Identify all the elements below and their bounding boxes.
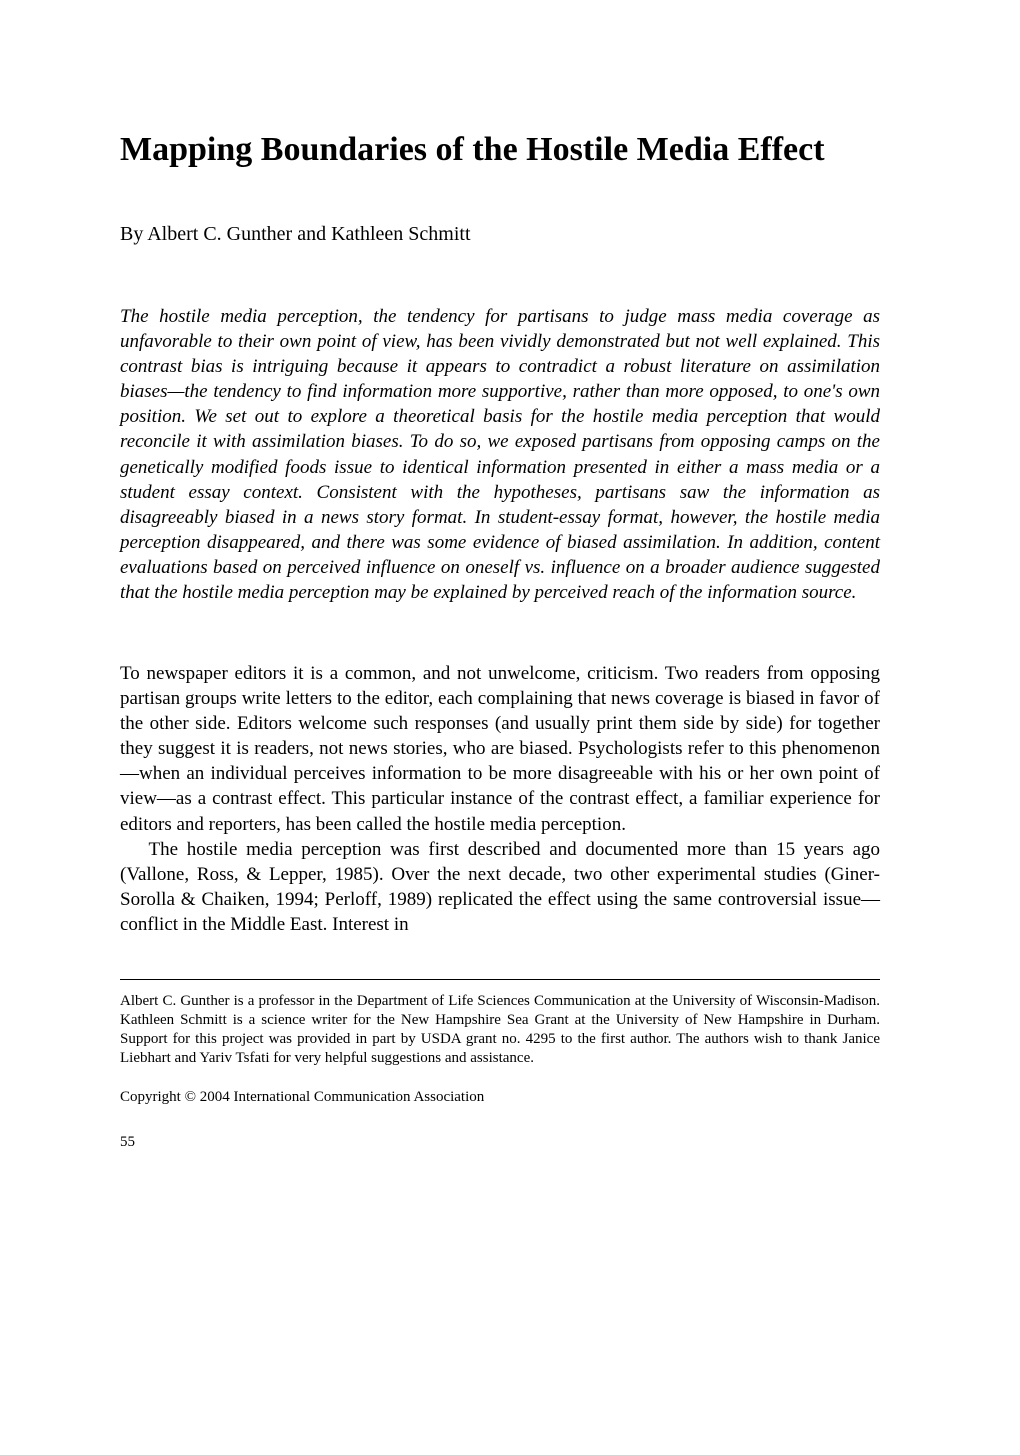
footnote-rule <box>120 979 880 980</box>
body-paragraph-1: To newspaper editors it is a common, and… <box>120 661 880 837</box>
body-paragraph-2: The hostile media perception was first d… <box>120 837 880 937</box>
page-number: 55 <box>120 1134 880 1151</box>
copyright-line: Copyright © 2004 International Communica… <box>120 1089 880 1106</box>
abstract: The hostile media perception, the tenden… <box>120 304 880 605</box>
author-footnote: Albert C. Gunther is a professor in the … <box>120 992 880 1069</box>
article-title: Mapping Boundaries of the Hostile Media … <box>120 130 880 169</box>
byline: By Albert C. Gunther and Kathleen Schmit… <box>120 223 880 246</box>
paper-page: Mapping Boundaries of the Hostile Media … <box>0 0 1020 1455</box>
